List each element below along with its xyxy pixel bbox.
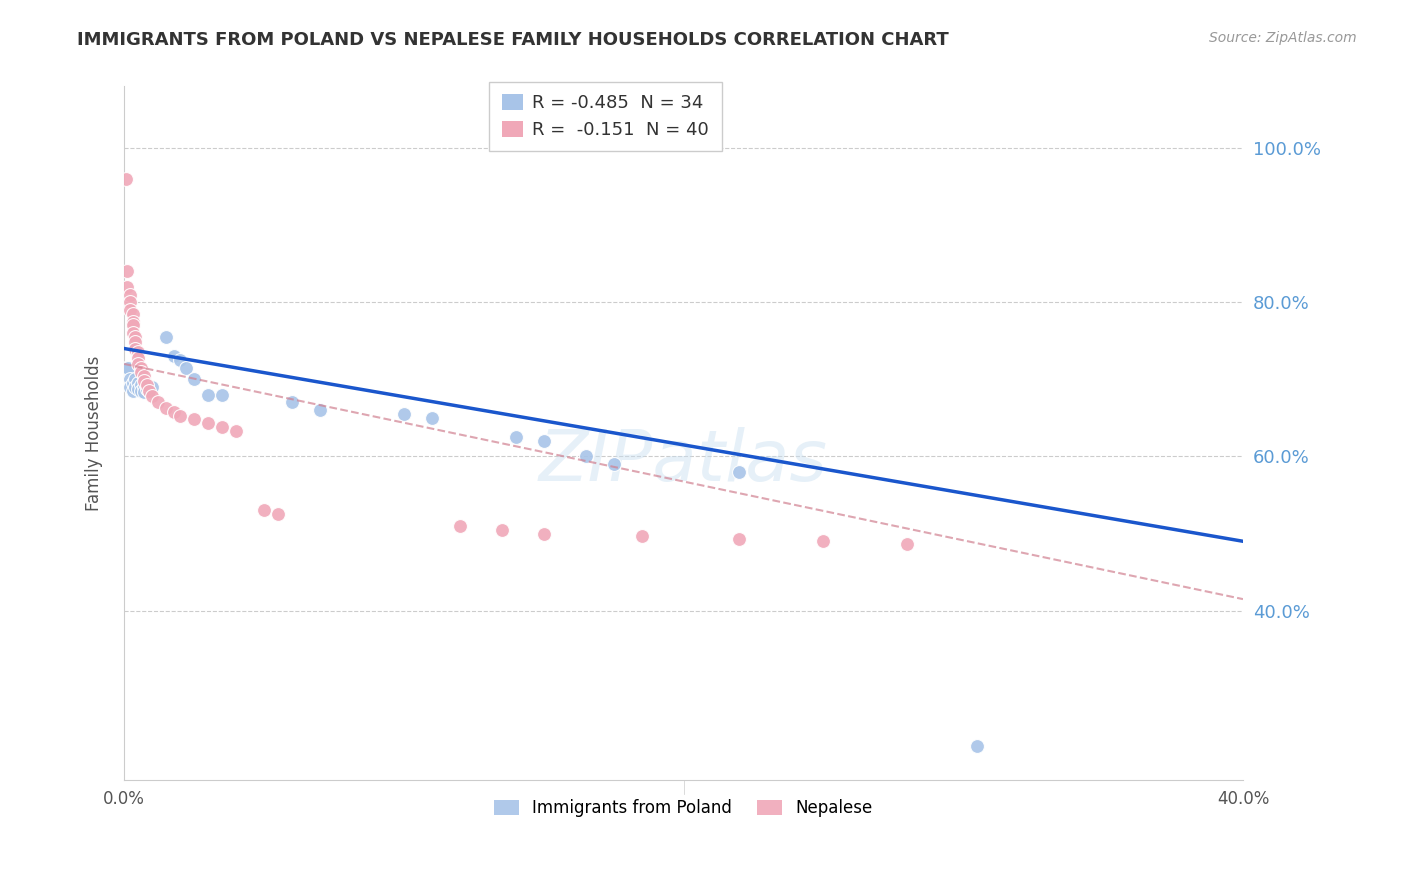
Point [138, 384, 160, 398]
Point [132, 368, 155, 383]
Point [132, 385, 155, 400]
Point [121, 318, 143, 333]
Point [141, 380, 163, 394]
Point [129, 360, 152, 375]
Point [129, 377, 152, 392]
Point [118, 372, 141, 386]
Point [420, 411, 443, 425]
Point [127, 351, 149, 365]
Point [121, 376, 143, 391]
Point [118, 380, 141, 394]
Point [132, 380, 155, 394]
Point [575, 450, 598, 464]
Point [533, 434, 555, 448]
Point [155, 401, 177, 415]
Point [127, 376, 149, 391]
Point [197, 388, 219, 402]
Point [169, 409, 191, 423]
Point [155, 330, 177, 344]
Point [392, 407, 415, 421]
Point [211, 388, 233, 402]
Point [135, 382, 157, 396]
Point [127, 345, 149, 359]
Point [197, 417, 219, 431]
Point [491, 523, 513, 537]
Point [124, 342, 146, 356]
Point [533, 526, 555, 541]
Point [127, 357, 149, 371]
Text: IMMIGRANTS FROM POLAND VS NEPALESE FAMILY HOUSEHOLDS CORRELATION CHART: IMMIGRANTS FROM POLAND VS NEPALESE FAMIL… [77, 31, 949, 49]
Point [121, 326, 143, 340]
Point [121, 307, 143, 321]
Point [163, 349, 186, 363]
Point [124, 330, 146, 344]
Point [728, 465, 751, 479]
Point [121, 384, 143, 398]
Point [163, 405, 186, 419]
Point [267, 508, 290, 522]
Point [115, 280, 138, 294]
Point [183, 412, 205, 426]
Point [505, 430, 527, 444]
Point [813, 534, 835, 549]
Point [309, 403, 332, 417]
Text: Source: ZipAtlas.com: Source: ZipAtlas.com [1209, 31, 1357, 45]
Point [118, 302, 141, 317]
Point [174, 360, 197, 375]
Point [966, 739, 988, 753]
Point [728, 532, 751, 546]
Point [630, 529, 652, 543]
Point [118, 295, 141, 310]
Point [121, 314, 143, 328]
Point [141, 389, 163, 403]
Point [124, 380, 146, 394]
Text: ZIPatlas: ZIPatlas [538, 426, 828, 496]
Point [124, 372, 146, 386]
Point [132, 374, 155, 388]
Point [211, 420, 233, 434]
Point [115, 360, 138, 375]
Point [127, 382, 149, 396]
Point [183, 372, 205, 386]
Point [253, 503, 276, 517]
Point [129, 384, 152, 398]
Legend: Immigrants from Poland, Nepalese: Immigrants from Poland, Nepalese [488, 793, 880, 824]
Point [129, 365, 152, 379]
Point [169, 353, 191, 368]
Point [146, 395, 169, 409]
Point [138, 384, 160, 398]
Point [602, 457, 624, 471]
Y-axis label: Family Households: Family Households [86, 356, 103, 511]
Point [135, 377, 157, 392]
Point [449, 519, 471, 533]
Point [114, 172, 136, 186]
Point [115, 264, 138, 278]
Point [124, 335, 146, 350]
Point [225, 424, 247, 438]
Point [118, 287, 141, 301]
Point [281, 395, 304, 409]
Point [117, 360, 139, 375]
Point [896, 536, 918, 550]
